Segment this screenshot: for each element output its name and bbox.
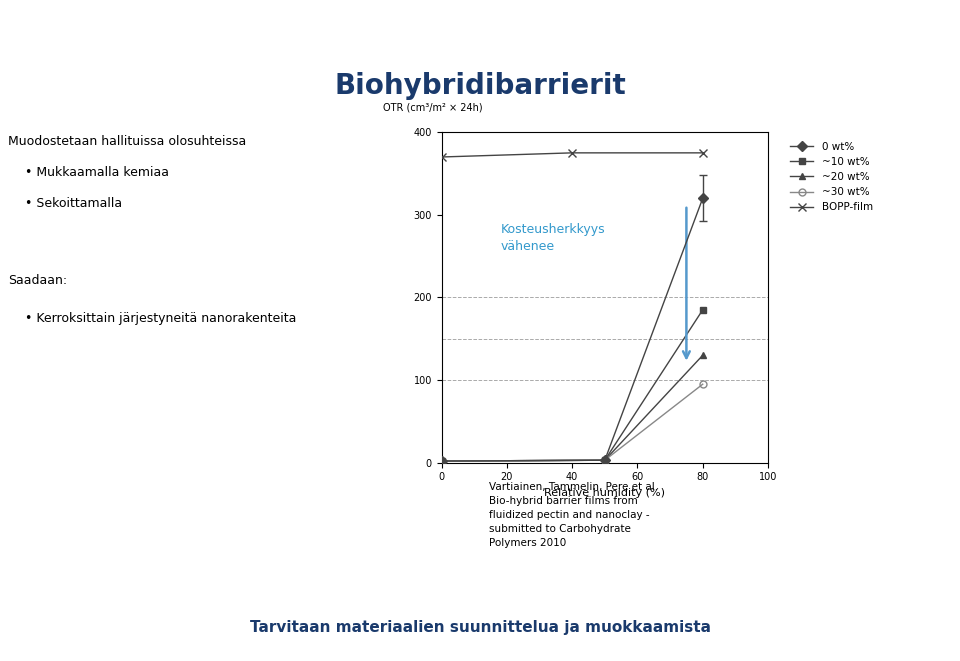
Text: Biohybridibarrierit: Biohybridibarrierit [334,72,626,100]
Text: OTR (cm³/m² × 24h): OTR (cm³/m² × 24h) [383,102,483,112]
~20 wt% [599,456,611,464]
Text: Vartiainen, Tammelin, Pere et al.
Bio-hybrid barrier films from
fluidized pectin: Vartiainen, Tammelin, Pere et al. Bio-hy… [490,482,659,548]
~30 wt% [697,380,708,388]
BOPP-film [697,149,708,157]
Text: Muodostetaan hallituissa olosuhteissa: Muodostetaan hallituissa olosuhteissa [9,135,247,147]
~30 wt% [436,457,447,465]
Text: 20: 20 [768,18,782,28]
~20 wt% [436,457,447,465]
Text: Tarvitaan materiaalien suunnittelua ja muokkaamista: Tarvitaan materiaalien suunnittelua ja m… [250,621,710,635]
~10 wt% [436,457,447,465]
Text: VTT TECHNICAL RESEARCH CENTRE OF FINLAND: VTT TECHNICAL RESEARCH CENTRE OF FINLAND [19,18,283,28]
Text: • Sekoittamalla: • Sekoittamalla [25,197,123,210]
Text: 11/11/2012: 11/11/2012 [691,18,747,28]
~10 wt% [697,306,708,314]
Text: Kosteusherkkyys
vähenee: Kosteusherkkyys vähenee [500,223,605,253]
~30 wt% [599,456,611,464]
Line: BOPP-film: BOPP-film [438,149,707,161]
~20 wt% [697,351,708,359]
BOPP-film [566,149,578,157]
Line: ~20 wt%: ~20 wt% [438,352,707,465]
Line: ~30 wt%: ~30 wt% [438,381,707,465]
Legend: 0 wt%, ~10 wt%, ~20 wt%, ~30 wt%, BOPP-film: 0 wt%, ~10 wt%, ~20 wt%, ~30 wt%, BOPP-f… [786,137,877,217]
~10 wt% [599,456,611,464]
BOPP-film [436,153,447,161]
X-axis label: Relative humidity (%): Relative humidity (%) [544,488,665,498]
Line: ~10 wt%: ~10 wt% [438,306,707,465]
Text: • Kerroksittain järjestyneitä nanorakenteita: • Kerroksittain järjestyneitä nanorakent… [25,311,297,325]
Text: Saadaan:: Saadaan: [9,274,67,288]
Text: • Mukkaamalla kemiaa: • Mukkaamalla kemiaa [25,166,169,178]
